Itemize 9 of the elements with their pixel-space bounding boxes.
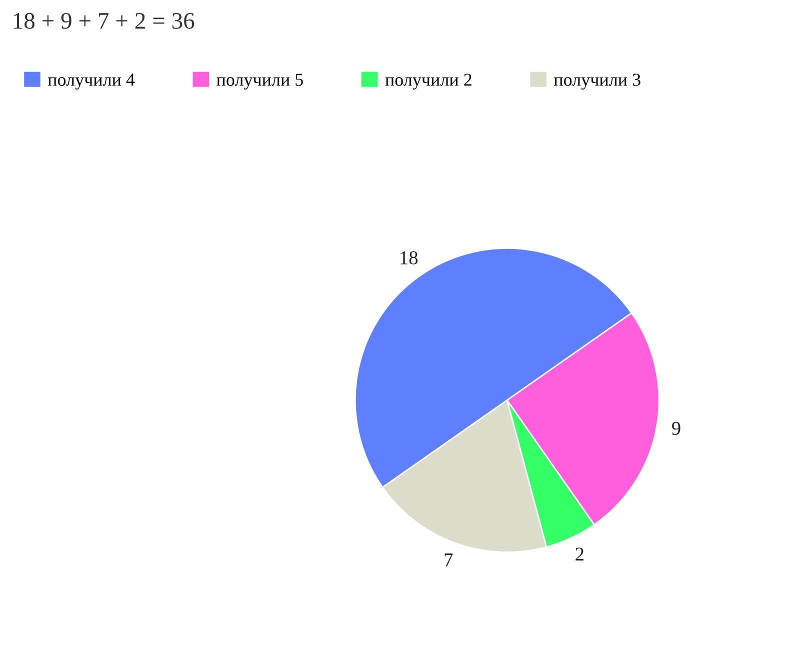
- chart-title: 18 + 9 + 7 + 2 = 36: [14, 12, 194, 29]
- data-label: 2: [576, 548, 584, 561]
- data-label: 9: [672, 422, 680, 435]
- data-label: 18: [400, 251, 418, 264]
- legend-label: получили 2: [385, 74, 472, 90]
- legend-label: получили 5: [216, 74, 303, 90]
- data-label: 7: [444, 554, 453, 566]
- legend-label: получили 3: [554, 74, 640, 90]
- legend-label: получили 4: [48, 74, 135, 90]
